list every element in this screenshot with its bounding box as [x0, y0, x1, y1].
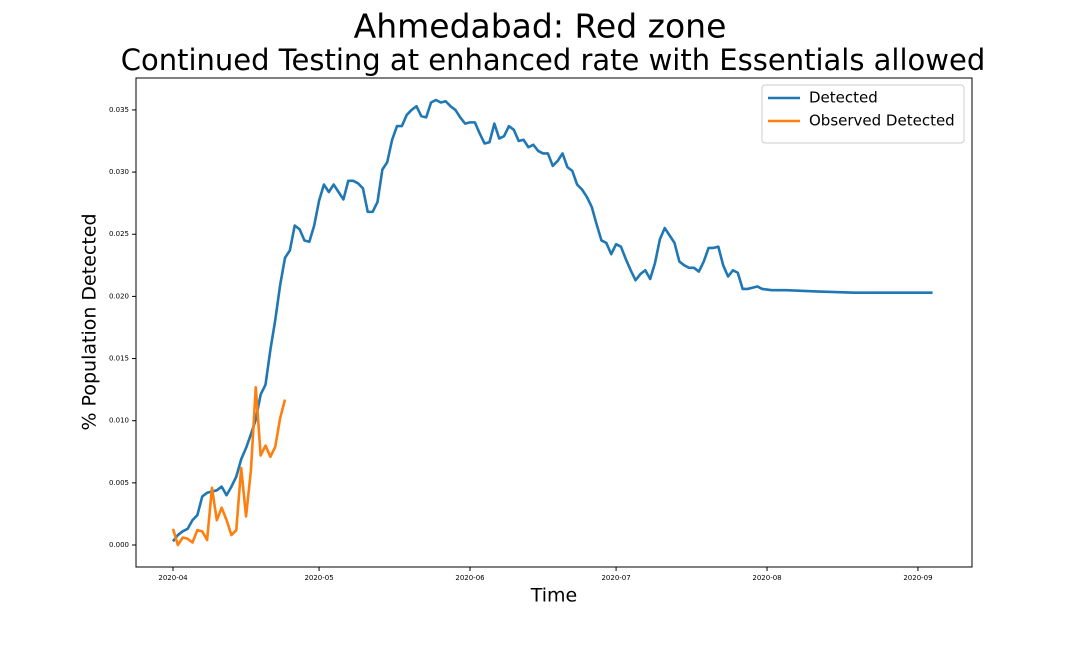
- y-tick-label: 0.025: [109, 230, 129, 238]
- y-tick-label: 0.000: [109, 541, 129, 549]
- plot-frame: [135, 77, 973, 568]
- y-tick-label: 0.030: [109, 168, 129, 176]
- x-axis-label: Time: [530, 585, 578, 607]
- legend-label: Detected: [809, 89, 878, 107]
- x-tick-label: 2020-05: [304, 574, 333, 582]
- x-tick-label: 2020-08: [752, 574, 781, 582]
- y-tick-label: 0.035: [109, 106, 129, 114]
- y-tick-label: 0.020: [109, 292, 129, 300]
- y-tick-label: 0.005: [109, 479, 129, 487]
- data-line: [171, 98, 933, 543]
- legend-label: Observed Detected: [809, 112, 955, 130]
- chart-subtitle: Continued Testing at enhanced rate with …: [121, 43, 986, 77]
- y-tick-label: 0.010: [109, 417, 129, 425]
- x-tick-label: 2020-07: [601, 574, 630, 582]
- x-tick-label: 2020-09: [903, 574, 932, 582]
- chart-title: Ahmedabad: Red zone: [354, 7, 727, 46]
- x-tick-label: 2020-06: [455, 574, 485, 582]
- y-axis-label: % Population Detected: [79, 213, 101, 430]
- data-line: [171, 385, 287, 547]
- legend-box: [761, 84, 965, 144]
- y-tick-label: 0.015: [109, 355, 129, 363]
- x-tick-label: 2020-04: [158, 574, 188, 582]
